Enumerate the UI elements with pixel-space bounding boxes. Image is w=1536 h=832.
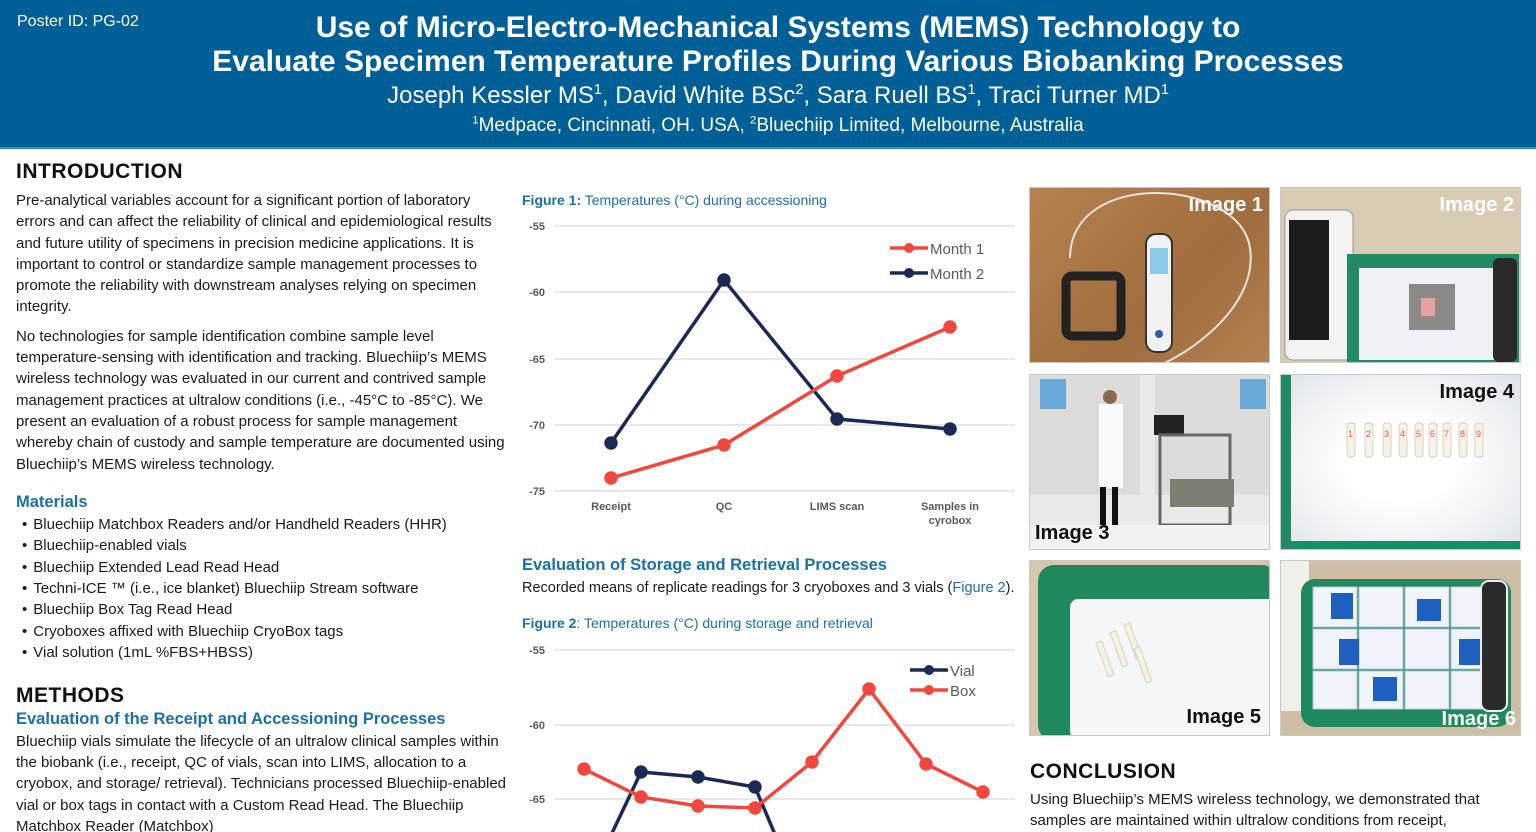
materials-heading: Materials: [16, 492, 88, 511]
methods-heading: METHODS: [16, 683, 125, 707]
methods-subheading: Evaluation of the Receipt and Accessioni…: [16, 709, 446, 728]
series-month-1: [604, 320, 957, 485]
svg-text:7: 7: [1444, 429, 1449, 439]
legend-box: Box: [950, 683, 976, 700]
legend-month-1: Month 1: [930, 241, 984, 258]
svg-text:-70: -70: [529, 420, 545, 432]
methods-paragraph: Bluechiip vials simulate the lifecycle o…: [16, 732, 506, 832]
series-month-2: [604, 273, 957, 450]
list-item: Bluechiip Box Tag Read Head: [22, 599, 512, 620]
freezer-technician-illustration: [1030, 375, 1269, 549]
introduction-paragraph-2: No technologies for sample identificatio…: [16, 327, 505, 473]
svg-text:6: 6: [1430, 429, 1435, 439]
photo-image-6: Image 6: [1280, 560, 1521, 736]
svg-text:QC: QC: [716, 501, 733, 513]
poster-id: Poster ID: PG-02: [17, 13, 139, 30]
title-line-1: Use of Micro-Electro-Mechanical Systems …: [315, 11, 1241, 44]
matchbox-reader-illustration: [1284, 209, 1519, 362]
y-axis-labels: -55 -60 -65: [529, 645, 545, 806]
y-axis-labels: -55 -60 -65 -70 -75: [529, 221, 545, 498]
poster-header: Poster ID: PG-02 Use of Micro-Electro-Me…: [0, 0, 1536, 149]
photo-image-1: Image 1: [1029, 187, 1270, 363]
svg-text:4: 4: [1400, 429, 1405, 439]
legend: Vial Box: [910, 663, 976, 700]
poster-title: Use of Micro-Electro-Mechanical Systems …: [0, 11, 1536, 79]
image-label: Image 5: [1186, 706, 1261, 728]
author-list: Joseph Kessler MS1, David White BSc2, Sa…: [387, 82, 1169, 109]
list-item: Bluechiip Extended Lead Read Head: [22, 557, 512, 578]
list-item: Cryoboxes affixed with Bluechiip CryoBox…: [22, 621, 512, 642]
storage-paragraph: Recorded means of replicate readings for…: [522, 580, 1015, 596]
line-chart: -55 -60 -65 Vial Box: [529, 645, 1015, 832]
image-label: Image 1: [1188, 194, 1263, 216]
x-axis-labels: Receipt QC LIMS scan Samples in cyrobox: [591, 501, 979, 527]
svg-text:2: 2: [1366, 429, 1371, 439]
line-chart: -55 -60 -65 -70 -75 Receipt QC LIMS scan…: [529, 221, 1015, 527]
left-column: INTRODUCTION Pre-analytical variables ac…: [16, 160, 512, 832]
svg-text:LIMS scan: LIMS scan: [810, 501, 865, 513]
gridlines: [555, 649, 1015, 800]
list-item: Bluechiip Matchbox Readers and/or Handhe…: [22, 514, 512, 535]
affiliation: Medpace, Cincinnati, OH. USA: [478, 115, 740, 136]
author: Traci Turner MD: [988, 82, 1161, 109]
svg-text:-55: -55: [529, 645, 545, 657]
storage-heading: Evaluation of Storage and Retrieval Proc…: [522, 556, 887, 574]
svg-text:-65: -65: [529, 354, 545, 366]
title-line-2: Evaluate Specimen Temperature Profiles D…: [212, 45, 1344, 78]
legend-month-2: Month 2: [930, 266, 984, 283]
svg-text:-55: -55: [529, 221, 545, 233]
list-item: Vial solution (1mL %FBS+HBSS): [22, 642, 512, 663]
conclusion-paragraph: Using Bluechiip’s MEMS wireless technolo…: [1030, 791, 1480, 830]
conclusion-heading: CONCLUSION: [1030, 760, 1177, 783]
list-item: Bluechiip-enabled vials: [22, 535, 512, 556]
introduction-heading: INTRODUCTION: [16, 160, 183, 183]
affiliation: Bluechiip Limited, Melbourne, Australia: [756, 115, 1084, 136]
figure-1-chart: -55 -60 -65 -70 -75 Receipt QC LIMS scan…: [522, 210, 1022, 530]
svg-text:Receipt: Receipt: [591, 501, 631, 513]
svg-text:1: 1: [1348, 429, 1353, 439]
gridlines: [555, 225, 1015, 492]
author: Joseph Kessler MS: [387, 82, 594, 109]
image-label: Image 2: [1439, 194, 1514, 216]
legend-vial: Vial: [950, 663, 975, 680]
image-label: Image 4: [1439, 381, 1514, 403]
affiliations: 1Medpace, Cincinnati, OH. USA, 2Bluechii…: [472, 114, 1084, 136]
figure-2-caption: Figure 2: Temperatures (°C) during stora…: [522, 615, 873, 631]
svg-text:9: 9: [1476, 429, 1481, 439]
series-vial: [610, 765, 776, 832]
svg-text:-60: -60: [529, 287, 545, 299]
figure-1-caption: Figure 1: Temperatures (°C) during acces…: [522, 192, 827, 208]
figure-2-chart: -55 -60 -65 Vial Box: [522, 635, 1022, 832]
author: Sara Ruell BS: [816, 82, 968, 109]
svg-text:3: 3: [1384, 429, 1389, 439]
series-box: [577, 682, 990, 815]
svg-text:-75: -75: [529, 486, 545, 498]
photo-image-3: Image 3: [1029, 374, 1270, 550]
image-label: Image 3: [1035, 522, 1110, 544]
materials-list: Bluechiip Matchbox Readers and/or Handhe…: [16, 514, 512, 664]
svg-text:-65: -65: [529, 794, 545, 806]
photo-image-2: Image 2: [1280, 187, 1521, 363]
handheld-reader-illustration: [1061, 192, 1252, 362]
svg-text:-60: -60: [529, 720, 545, 732]
list-item: Techni-ICE ™ (i.e., ice blanket) Bluechi…: [22, 578, 512, 599]
svg-text:5: 5: [1416, 429, 1421, 439]
ice-blanket-illustration: [1281, 561, 1511, 727]
figure-2-link[interactable]: Figure 2: [952, 580, 1006, 596]
legend: Month 1 Month 2: [890, 241, 984, 283]
svg-text:cyrobox: cyrobox: [929, 515, 973, 527]
photo-image-5: Image 5: [1029, 560, 1270, 736]
svg-text:8: 8: [1460, 429, 1465, 439]
author: David White BSc: [615, 82, 796, 109]
introduction-paragraph-1: Pre-analytical variables account for a s…: [16, 192, 492, 316]
vials-in-tray-illustration: [1038, 565, 1269, 735]
image-label: Image 6: [1441, 708, 1516, 730]
svg-text:Samples in: Samples in: [921, 501, 979, 513]
